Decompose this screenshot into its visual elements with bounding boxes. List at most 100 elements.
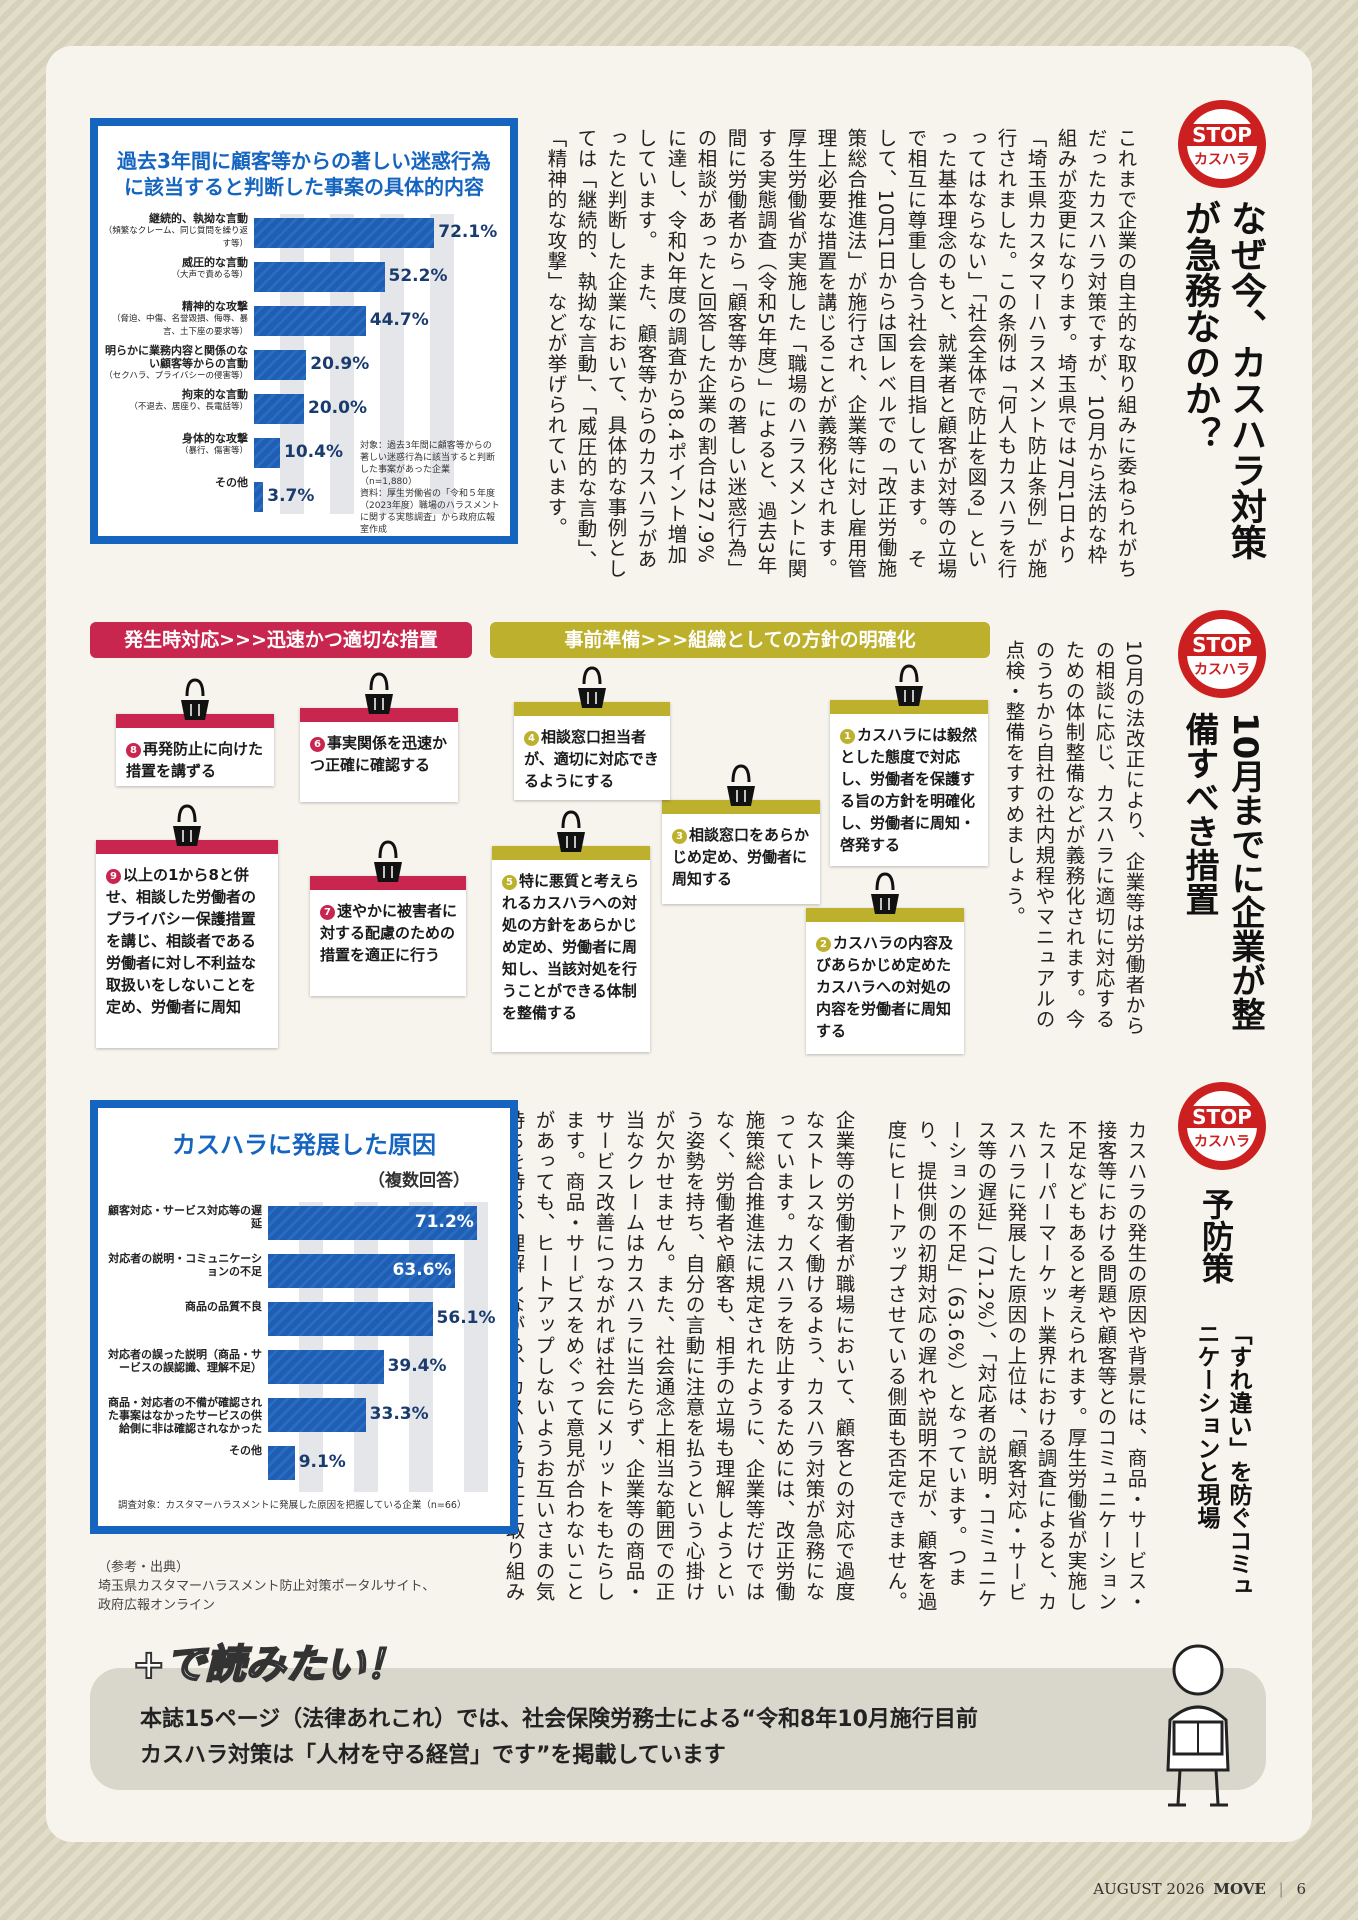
measure-text: 8 再発防止に向けた措置を講ずる (126, 740, 264, 780)
stop-badge-3: STOP カスハラ (1178, 1082, 1266, 1170)
stop-badge-1: STOP カスハラ (1178, 100, 1266, 188)
chart-value-label: 9.1% (298, 1452, 346, 1472)
chart-bar (268, 1446, 295, 1480)
stop-badge-2: STOP カスハラ (1178, 610, 1266, 698)
stop-text: STOP (1192, 1105, 1252, 1129)
chart-category-label: 対応者の説明・コミュニケーションの不足 (108, 1252, 262, 1278)
reading-person-icon (1166, 1644, 1230, 1807)
section3-subtitle: 「すれ違い」を防ぐコミュニケーションと現場 (1193, 1322, 1251, 1598)
measure-number: 7 (320, 905, 335, 920)
chart-value-label: 10.4% (284, 442, 343, 462)
chart-bar (268, 1398, 366, 1432)
chart-bar (254, 394, 304, 424)
chart-bar (254, 262, 385, 292)
chart-grid-column (299, 1202, 323, 1492)
chart-bar (254, 306, 366, 336)
binder-clip-icon (578, 666, 606, 708)
chart-value-label: 44.7% (369, 310, 429, 330)
section3-body-1: カスハラの発生の原因や背景には、商品・サービス・接客等における問題や顧客等とのコ… (884, 1120, 1147, 1612)
chart-category-label: 威圧的な言動 （大声で責める等） (171, 256, 248, 280)
section2-title: 10月までに企業が整備すべき措置 (1179, 712, 1265, 1032)
binder-clip-icon (895, 664, 923, 706)
binder-clip-icon (173, 804, 201, 846)
measure-number: 9 (106, 869, 121, 884)
measure-number: 8 (126, 743, 141, 758)
readmore-box: 本誌15ページ（法律あれこれ）では、社会保険労務士による“令和8年10月施行目前… (90, 1668, 1266, 1790)
chart-value-label: 33.3% (369, 1404, 429, 1424)
binder-clip-icon (871, 872, 899, 914)
reference-block: （参考・出典） 埼玉県カスタマーハラスメント防止対策ポータルサイト、 政府広報オ… (98, 1558, 435, 1615)
measure-text: 6 事実関係を迅速かつ正確に確認する (310, 734, 448, 774)
banner-preparation: 事前準備>>>組織としての方針の明確化 (490, 622, 990, 658)
chart-grid-column (464, 1202, 488, 1492)
chart-category-label: 対応者の誤った説明（商品・サービスの誤認識、理解不足） (108, 1348, 262, 1374)
footer-page-number: 6 (1296, 1880, 1306, 1898)
chart-grid-column (409, 1202, 433, 1492)
measure-card-2: 2 カスハラの内容及びあらかじめ定めたカスハラへの対処の内容を労働者に周知する (806, 908, 964, 1054)
measure-card-1: 1 カスハラには毅然とした態度で対応し、労働者を保護する旨の方針を明確化し、労働者… (830, 700, 988, 866)
measure-card-5: 5 特に悪質と考えられるカスハラへの対処の方針をあらかじめ定め、労働者に周知し、当… (492, 846, 650, 1052)
chart-bar (268, 1302, 433, 1336)
section1-body: これまで企業の自主的な取り組みに委ねられがちだったカスハラ対策ですが、10月から… (544, 128, 1137, 590)
binder-clip-icon (365, 672, 393, 714)
measure-text: 7 速やかに被害者に対する配慮のための措置を適正に行う (320, 902, 458, 964)
chart2-subtitle: （複数回答） (368, 1171, 470, 1191)
banner-response: 発生時対応>>>迅速かつ適切な措置 (90, 622, 472, 658)
chart-value-label: 3.7% (267, 486, 315, 506)
chart-category-label: 精神的な攻撃 （脅迫、中傷、名誉毀損、侮辱、暴言、土下座の要求等） (111, 300, 248, 337)
chart-grid-column (354, 1202, 378, 1492)
chart-category-label: その他 (229, 1444, 262, 1457)
stop-text: STOP (1192, 633, 1252, 657)
measure-number: 4 (524, 731, 539, 746)
binder-clip-icon (181, 678, 209, 720)
chart1-note-target: 対象：過去3年間に顧客等からの著しい迷惑行為に該当すると判断した事案があった企業… (360, 441, 496, 487)
chart-grid-column (430, 214, 454, 514)
chart-bar (254, 218, 435, 248)
readmore-line-1: 本誌15ページ（法律あれこれ）では、社会保険労務士による“令和8年10月施行目前 (140, 1707, 978, 1732)
chart-value-label: 20.0% (308, 398, 367, 418)
footer-magazine: MOVE (1213, 1880, 1266, 1898)
measure-card-3: 3 相談窓口をあらかじめ定め、労働者に周知する (662, 800, 820, 904)
readmore-text: 本誌15ページ（法律あれこれ）では、社会保険労務士による“令和8年10月施行目前… (140, 1702, 978, 1774)
chart1-title: 過去3年間に顧客等からの著しい迷惑行為に該当すると判断した事案の具体的内容 (117, 149, 491, 199)
chart-bar (268, 1350, 384, 1384)
chart-category-label: 明らかに業務内容と関係のない顧客等からの言動 （セクハラ、プライバシーの侵害等） (104, 344, 248, 381)
footer-issue: AUGUST 2026 (1093, 1880, 1205, 1898)
stop-sub: カスハラ (1194, 152, 1250, 168)
readmore-line-2: カスハラ対策は「人材を守る経営」です”を掲載しています (140, 1743, 726, 1768)
chart2-note: 調査対象：カスタマーハラスメントに発展した原因を把握している企業（n=66） (118, 1500, 467, 1511)
chart-harassment-contents: 過去3年間に顧客等からの著しい迷惑行為に該当すると判断した事案の具体的内容 継続… (90, 118, 518, 544)
chart-value-label: 72.1% (438, 222, 498, 242)
chart-category-label: 顧客対応・サービス対応等の遅延 (108, 1204, 262, 1230)
reference-text-2: 政府広報オンライン (98, 1598, 216, 1613)
measure-number: 6 (310, 737, 325, 752)
measure-text: 4 相談窓口担当者が、適切に対応できるようにする (524, 728, 659, 790)
measure-card-8: 8 再発防止に向けた措置を講ずる (116, 714, 274, 786)
chart-value-label: 56.1% (436, 1308, 496, 1328)
chart-bar (268, 1254, 455, 1288)
measure-text: 1 カスハラには毅然とした態度で対応し、労働者を保護する旨の方針を明確化し、労働者… (840, 726, 978, 854)
stop-sub: カスハラ (1194, 1134, 1250, 1150)
measure-text: 9 以上の1から8と併せ、相談した労働者のプライバシー保護措置を講じ、相談者である… (106, 866, 257, 1016)
footer: AUGUST 2026 MOVE | 6 (1093, 1880, 1306, 1898)
chart2-title: カスハラに発展した原因 (172, 1131, 436, 1159)
chart-bar (254, 350, 307, 380)
stop-text: STOP (1192, 123, 1252, 147)
chart-value-label: 52.2% (388, 266, 448, 286)
measure-number: 1 (840, 729, 855, 744)
measure-text: 2 カスハラの内容及びあらかじめ定めたカスハラへの対処の内容を労働者に周知する (816, 934, 954, 1040)
binder-clip-icon (374, 840, 402, 882)
stop-sub: カスハラ (1194, 662, 1250, 678)
chart-category-label: 身体的な攻撃 （暴行、傷害等） (179, 432, 248, 456)
measure-card-4: 4 相談窓口担当者が、適切に対応できるようにする (514, 702, 670, 800)
measure-card-6: 6 事実関係を迅速かつ正確に確認する (300, 708, 458, 802)
chart-bar (254, 438, 280, 468)
section3-body-2: 企業等の労働者が職場において、顧客との対応で過度なストレスなく働けるよう、カスハ… (472, 1110, 855, 1602)
measure-text: 3 相談窓口をあらかじめ定め、労働者に周知する (672, 826, 810, 888)
section2-body: 10月の法改正により、企業等は労働者からの相談に応じ、カスハラに適切に対応するた… (1002, 640, 1145, 1036)
chart-category-label: 継続的、執拗な言動 （頻繁なクレーム、同じ質問を繰り返す等） (103, 212, 248, 249)
chart-harassment-causes: カスハラに発展した原因 （複数回答） 顧客対応・サービス対応等の遅延 71.2% 対… (90, 1100, 518, 1534)
chart-value-label: 39.4% (387, 1356, 447, 1376)
chart-value-label: 71.2% (414, 1212, 474, 1232)
reference-text-1: 埼玉県カスタマーハラスメント防止対策ポータルサイト、 (98, 1579, 436, 1594)
